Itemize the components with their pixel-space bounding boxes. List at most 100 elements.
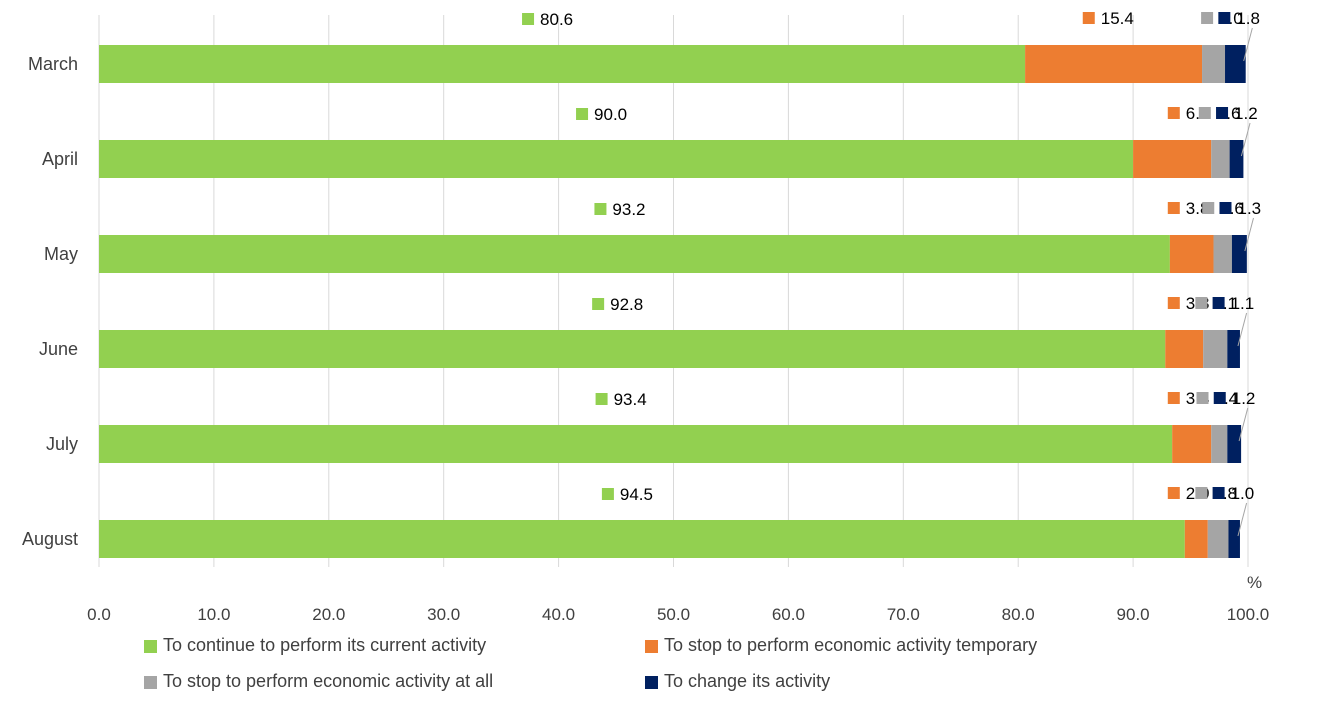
bar-segment bbox=[1227, 425, 1242, 463]
category-axis: March April May June July August bbox=[22, 54, 78, 549]
bar-segment bbox=[1133, 140, 1212, 178]
category-label: April bbox=[42, 149, 78, 169]
leader-line bbox=[1244, 217, 1254, 252]
legend-swatch bbox=[144, 676, 157, 689]
bar-segment bbox=[1225, 45, 1246, 83]
category-label: March bbox=[28, 54, 78, 74]
label-marker bbox=[1167, 392, 1180, 404]
label-marker bbox=[1201, 12, 1214, 24]
leader-line bbox=[1243, 27, 1253, 62]
bar-segment bbox=[1172, 425, 1212, 463]
bar-segment bbox=[99, 140, 1134, 178]
data-label: 1.0 bbox=[1231, 484, 1255, 503]
label-marker bbox=[1195, 487, 1208, 499]
legend-swatch bbox=[645, 676, 658, 689]
data-label: 92.8 bbox=[610, 295, 643, 314]
legend-label: To stop to perform economic activity at … bbox=[163, 671, 493, 691]
bar-segment bbox=[99, 425, 1173, 463]
label-marker bbox=[1167, 202, 1180, 214]
bar-segment bbox=[1227, 330, 1240, 368]
leader-line bbox=[1238, 407, 1249, 442]
data-label: 1.1 bbox=[1231, 294, 1255, 313]
label-marker bbox=[601, 488, 614, 500]
bar-segment bbox=[1203, 330, 1228, 368]
label-marker bbox=[576, 108, 589, 120]
bar-segment bbox=[1165, 330, 1204, 368]
bar-segment bbox=[1213, 235, 1232, 273]
data-label: 1.8 bbox=[1236, 9, 1260, 28]
bar-segment bbox=[99, 45, 1026, 83]
bar-segment bbox=[99, 235, 1170, 273]
x-tick-label: 90.0 bbox=[1117, 605, 1150, 624]
x-tick-label: 80.0 bbox=[1002, 605, 1035, 624]
x-tick-label: 0.0 bbox=[87, 605, 111, 624]
x-tick-label: 70.0 bbox=[887, 605, 920, 624]
leader-lines bbox=[1237, 27, 1254, 537]
label-marker bbox=[1167, 297, 1180, 309]
label-marker bbox=[594, 203, 607, 215]
x-tick-label: 30.0 bbox=[427, 605, 460, 624]
label-marker bbox=[1167, 107, 1180, 119]
bar-segment bbox=[1207, 520, 1229, 558]
x-tick-label: 10.0 bbox=[197, 605, 230, 624]
category-label: August bbox=[22, 529, 78, 549]
label-marker bbox=[1082, 12, 1095, 24]
legend: To continue to perform its current activ… bbox=[144, 635, 1037, 691]
label-marker bbox=[1202, 202, 1215, 214]
x-tick-label: 100.0 bbox=[1227, 605, 1270, 624]
label-marker bbox=[1212, 297, 1225, 309]
bar-segment bbox=[1184, 520, 1208, 558]
label-marker bbox=[592, 298, 605, 310]
data-label: 93.4 bbox=[614, 390, 647, 409]
label-marker bbox=[1195, 297, 1208, 309]
data-label: 90.0 bbox=[594, 105, 627, 124]
category-label: June bbox=[39, 339, 78, 359]
category-label: May bbox=[44, 244, 78, 264]
gridlines bbox=[98, 15, 1249, 567]
label-marker bbox=[1218, 12, 1231, 24]
data-label: 1.2 bbox=[1234, 104, 1258, 123]
bar-segment bbox=[1231, 235, 1247, 273]
data-label: 80.6 bbox=[540, 10, 573, 29]
bar-segment bbox=[1211, 140, 1230, 178]
bar-segment bbox=[99, 520, 1185, 558]
label-marker bbox=[522, 13, 535, 25]
data-label: 93.2 bbox=[612, 200, 645, 219]
bar-segment bbox=[1169, 235, 1214, 273]
category-label: July bbox=[46, 434, 78, 454]
data-label: 94.5 bbox=[620, 485, 653, 504]
x-tick-label: 20.0 bbox=[312, 605, 345, 624]
label-marker bbox=[595, 393, 608, 405]
legend-label: To change its activity bbox=[664, 671, 830, 691]
label-marker bbox=[1216, 107, 1229, 119]
label-marker bbox=[1219, 202, 1232, 214]
x-unit-label: % bbox=[1247, 573, 1262, 592]
legend-label: To stop to perform economic activity tem… bbox=[664, 635, 1037, 655]
legend-swatch bbox=[645, 640, 658, 653]
label-marker bbox=[1213, 392, 1226, 404]
leader-line bbox=[1237, 312, 1248, 347]
leader-line bbox=[1240, 122, 1251, 157]
x-tick-label: 60.0 bbox=[772, 605, 805, 624]
label-marker bbox=[1212, 487, 1225, 499]
bar-segment bbox=[1202, 45, 1226, 83]
bar-segment bbox=[99, 330, 1166, 368]
bar-segment bbox=[1229, 140, 1244, 178]
legend-swatch bbox=[144, 640, 157, 653]
bars bbox=[99, 45, 1247, 558]
bar-segment bbox=[1025, 45, 1203, 83]
x-tick-label: 40.0 bbox=[542, 605, 575, 624]
label-marker bbox=[1196, 392, 1209, 404]
data-labels: 80.6 15.4 2.01.890.0 6.8 1.61.293.2 3.8 1.61.3… bbox=[522, 9, 1261, 504]
leader-line bbox=[1237, 502, 1248, 537]
x-tick-label: 50.0 bbox=[657, 605, 690, 624]
label-marker bbox=[1167, 487, 1180, 499]
bar-segment bbox=[1228, 520, 1240, 558]
value-axis: 0.0 10.0 20.0 30.0 40.0 50.0 60.0 70.0 80.0 90.0 1… bbox=[87, 605, 1269, 624]
data-label: 1.3 bbox=[1237, 199, 1261, 218]
data-label: 1.2 bbox=[1232, 389, 1256, 408]
data-label: 15.4 bbox=[1101, 9, 1134, 28]
label-marker bbox=[1198, 107, 1211, 119]
legend-label: To continue to perform its current activ… bbox=[163, 635, 486, 655]
